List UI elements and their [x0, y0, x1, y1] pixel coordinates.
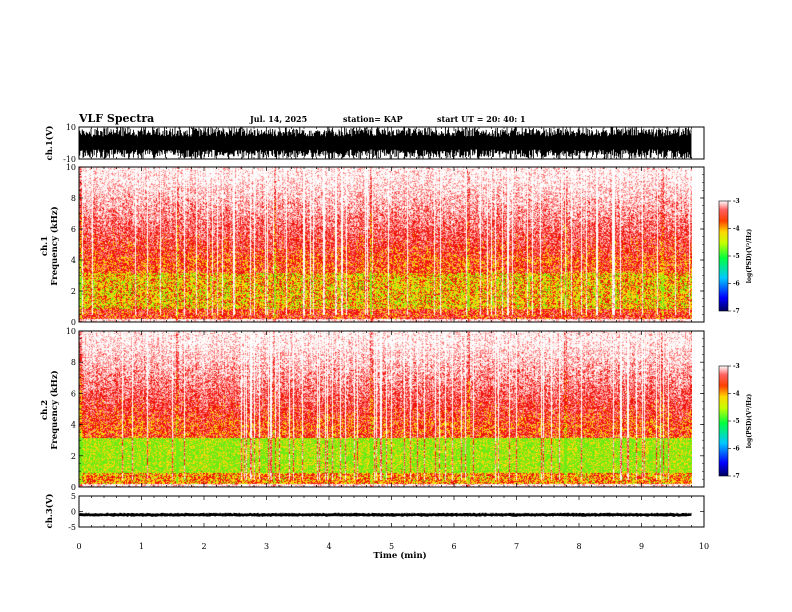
spec2-y-tick-label: 2: [71, 452, 76, 461]
colorbar-tick-label: -4: [733, 391, 740, 398]
wave1-y-tick-label: 10: [66, 123, 76, 132]
ch1-colorbar: [718, 200, 729, 312]
spec1-y-tick-label: 4: [71, 256, 76, 265]
colorbar-tick-label: -5: [733, 253, 740, 260]
ch2-frequency-axis-label: Frequency (kHz): [49, 370, 60, 449]
ch1-waveform-panel: [78, 127, 692, 159]
spec1-heatmap-image: [79, 167, 692, 322]
ch1-frequency-axis-label: Frequency (kHz): [49, 206, 60, 285]
ch1-spectrogram-panel: [79, 167, 692, 322]
x-tick-label: 2: [201, 542, 206, 551]
ch2-channel-label: ch.2: [40, 400, 50, 420]
ch2-colorbar: [718, 365, 729, 477]
start-time-label: start UT = 20: 40: 1: [437, 114, 526, 124]
wave3-frame: [78, 495, 705, 528]
colorbar-tick-label: -6: [733, 446, 740, 453]
date-label: Jul. 14, 2025: [249, 114, 307, 124]
wave3-y-tick-label: -5: [68, 523, 76, 532]
x-axis-label: Time (min): [373, 550, 426, 561]
x-tick-label: 6: [451, 542, 456, 551]
spec2-y-tick-label: 6: [71, 389, 76, 398]
x-tick-label: 4: [326, 542, 331, 551]
x-tick-label: 1: [139, 542, 144, 551]
colorbar-tick-label: -7: [733, 473, 740, 480]
ch1-colorbar-label: log(PSD)(V²/Hz): [746, 229, 753, 284]
x-tick-label: 9: [639, 542, 644, 551]
ch2-colorbar-label: log(PSD)(V²/Hz): [746, 394, 753, 449]
colorbar-tick-label: -7: [733, 308, 740, 315]
spec1-y-tick-label: 10: [66, 163, 76, 172]
ch1-channel-label: ch.1: [40, 236, 50, 256]
x-tick-label: 0: [76, 542, 81, 551]
colorbar-tick-label: -3: [733, 198, 740, 205]
wave3-y-tick-label: 0: [71, 508, 76, 517]
x-tick-label: 8: [576, 542, 581, 551]
x-tick-label: 10: [699, 542, 709, 551]
ch3-waveform-panel: [78, 512, 692, 517]
spec2-heatmap-image: [79, 331, 692, 487]
ch1-waveform-trace: [78, 127, 692, 159]
wave3-y-tick-label: 5: [71, 492, 76, 501]
spec2-y-tick-label: 8: [71, 358, 76, 367]
x-tick-label: 7: [514, 542, 519, 551]
spec2-y-tick-label: 10: [66, 327, 76, 336]
colorbar-tick-label: -3: [733, 363, 740, 370]
colorbar-tick-label: -6: [733, 281, 740, 288]
spec1-y-tick-label: 2: [71, 287, 76, 296]
spec1-y-tick-label: 6: [71, 225, 76, 234]
ch3-voltage-axis-label: ch.3(V): [44, 494, 55, 529]
spec1-y-tick-label: 8: [71, 194, 76, 203]
spec1-y-tick-label: 0: [71, 318, 76, 327]
ch1-voltage-axis-label: ch.1(V): [44, 126, 55, 161]
colorbar-tick-label: -5: [733, 418, 740, 425]
ch2-spectrogram-panel: [79, 331, 692, 487]
wave1-y-tick-label: -10: [63, 155, 76, 164]
colorbar-tick-label: -4: [733, 226, 740, 233]
ch3-waveform-trace: [78, 512, 692, 517]
figure-title: VLF Spectra: [78, 112, 154, 125]
spec2-y-tick-label: 4: [71, 421, 76, 430]
spec2-y-tick-label: 0: [71, 483, 76, 492]
x-tick-label: 5: [389, 542, 394, 551]
station-label: station= KAP: [343, 114, 403, 124]
x-tick-label: 3: [264, 542, 269, 551]
